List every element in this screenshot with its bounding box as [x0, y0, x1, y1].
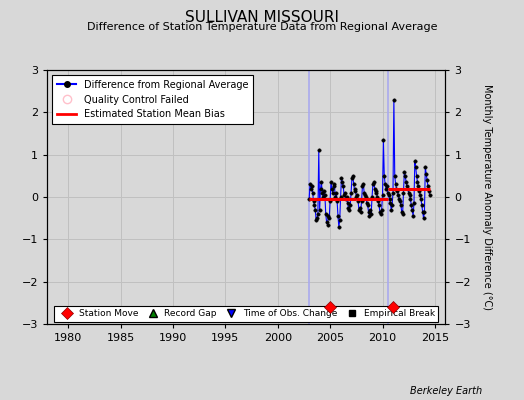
Y-axis label: Monthly Temperature Anomaly Difference (°C): Monthly Temperature Anomaly Difference (…: [482, 84, 492, 310]
Text: SULLIVAN MISSOURI: SULLIVAN MISSOURI: [185, 10, 339, 25]
Text: Berkeley Earth: Berkeley Earth: [410, 386, 482, 396]
Text: Difference of Station Temperature Data from Regional Average: Difference of Station Temperature Data f…: [87, 22, 437, 32]
Legend: Station Move, Record Gap, Time of Obs. Change, Empirical Break: Station Move, Record Gap, Time of Obs. C…: [54, 306, 438, 322]
